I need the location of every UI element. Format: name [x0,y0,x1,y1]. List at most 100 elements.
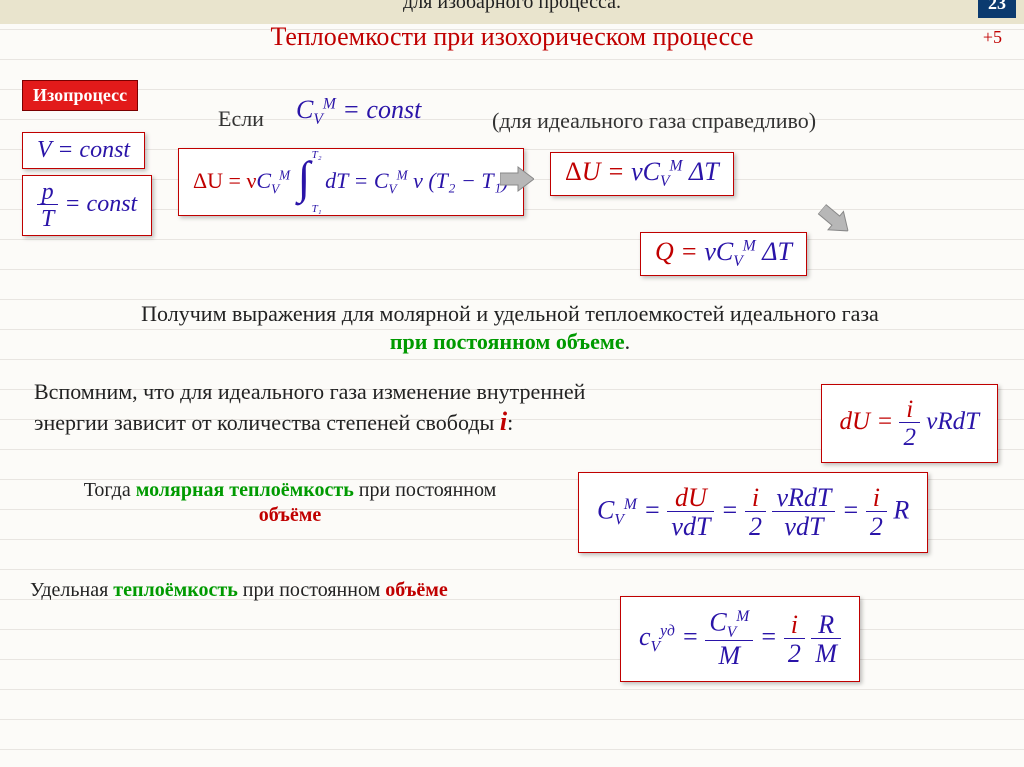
cvm-f2n: i [745,485,766,511]
int-lb: T₁ [312,203,322,215]
para-degrees-freedom: Вспомним, что для идеального газа измене… [34,378,734,438]
cvm-sup: M [624,496,637,513]
cvm-f4d: 2 [866,511,887,540]
cvud-sub: V [651,638,661,655]
p1-b: при постоянном объеме [390,329,625,354]
cv-sup: M [323,95,336,112]
cvud-f1d: M [705,640,753,669]
ideal-gas-note: (для идеального газа справедливо) [492,108,816,134]
cvud-f3d: M [811,638,841,667]
pT-rhs: = const [64,191,137,217]
int-c2: C [374,168,389,193]
footer-b: для изобарного процесса. [403,0,621,13]
du-delta: Δ [565,157,582,186]
dus-lhs: dU = [840,408,894,435]
p4-c: при постоянном [243,579,385,601]
isoprocess-badge: Изопроцесс [22,80,138,111]
cvm-f4n: i [866,485,887,511]
cvud-f2d: 2 [784,638,805,667]
q-dt: ΔT [762,237,792,266]
formula-cvud: cVуд = CVM M = i 2 R M [620,596,860,682]
cvm-f1: dU νdT [667,485,714,540]
formula-cvm: CVM = dU νdT = i 2 νRdT νdT = i 2 R [578,472,928,553]
du-c: C [643,157,660,186]
int-csub2: V [389,181,397,196]
cvud-c: c [639,622,651,651]
formula-v-const: V = const [22,132,145,169]
cvm-f3: νRdT νdT [772,485,835,540]
p3-c: при постоянном [359,479,496,501]
int-c: C [256,168,271,193]
cvud-f3: R M [811,612,841,667]
cvud-sup: уд [660,623,675,640]
du-csup: M [669,157,682,174]
cvm-c: C [597,495,614,524]
cvm-r: R [893,495,909,524]
p2-b: энергии зависит от количества степеней с… [34,410,500,435]
dus-num: i [899,397,920,422]
plus5-note: +5 [983,27,1002,48]
pT-num: p [37,180,58,204]
cvm-sub: V [614,512,624,529]
du-csub: V [660,173,670,190]
if-label: Если [218,106,264,132]
cv-rhs: = const [342,95,421,124]
cvud-f2n: i [784,612,805,638]
p4-a: Удельная [30,579,113,601]
cvud-f1: CVM M [705,609,753,669]
p2-c: : [507,410,513,435]
p3-b: молярная теплоёмкость [136,479,354,501]
footer-note: Аналогично находится работа, теплота и и… [0,0,1024,24]
du-dt: ΔT [689,157,719,186]
cvm-f4: i 2 [866,485,887,540]
page-number: 23 [978,0,1016,18]
int-ub: T₂ [312,149,322,161]
p4-b: теплоёмкость [113,579,237,601]
formula-delta-u: ΔU = νCVM ΔT [550,152,734,196]
cvud-f3n: R [811,612,841,638]
cvm-f1d: νdT [667,511,714,540]
int-lhs: ΔU = ν [193,168,256,193]
p2-i: i [500,407,507,436]
formula-integral: ΔU = νCVM ∫ T₂ T₁ dT = CVM ν (T₂ − T₁) [178,148,524,216]
cvm-f2d: 2 [745,511,766,540]
cvm-f2: i 2 [745,485,766,540]
cv-sub: V [313,111,323,128]
p3-d: объёме [259,504,322,526]
para-molar-specific: Получим выражения для молярной и удельно… [26,300,994,355]
du-u: U = [582,157,625,186]
para-molar-cv: Тогда молярная теплоёмкость при постоянн… [30,478,550,528]
formula-pT-const: p T = const [22,175,152,236]
cv-c: C [296,95,313,124]
formula-q: Q = νCVM ΔT [640,232,807,276]
q-c: C [716,237,733,266]
pT-den: T [37,204,58,231]
int-csup: M [279,168,290,183]
p1-a: Получим выражения для молярной и удельно… [141,301,879,326]
q-csup: M [743,237,756,254]
int-csub: V [271,181,279,196]
v-const-text: V = const [37,137,130,163]
int-rhs2: ν (T₂ − T₁) [413,168,509,193]
int-csup2: M [397,168,408,183]
cvud-f2: i 2 [784,612,805,667]
du-nu: ν [631,157,643,186]
dus-den: 2 [899,422,920,450]
integral-sign: ∫ T₂ T₁ [298,157,318,209]
q-lhs: Q = [655,237,698,266]
int-rhs1: dT = [325,168,374,193]
p3-a: Тогда [84,479,136,501]
q-csub: V [733,253,743,270]
formula-cv-const: CVM = const [296,95,421,129]
cvud-f1n: CVM [705,609,753,640]
p2-a: Вспомним, что для идеального газа измене… [34,379,585,404]
formula-du-i2: dU = i 2 νRdT [821,384,998,463]
cvm-f3n: νRdT [772,485,835,511]
dus-rhs: νRdT [926,408,979,435]
cvm-f1n: dU [667,485,714,511]
q-nu: ν [704,237,716,266]
para-specific-cv: Удельная теплоёмкость при постоянном объ… [30,578,590,603]
pT-frac: p T [37,180,58,231]
arrow-right-icon [500,165,534,193]
dus-frac: i 2 [899,397,920,450]
